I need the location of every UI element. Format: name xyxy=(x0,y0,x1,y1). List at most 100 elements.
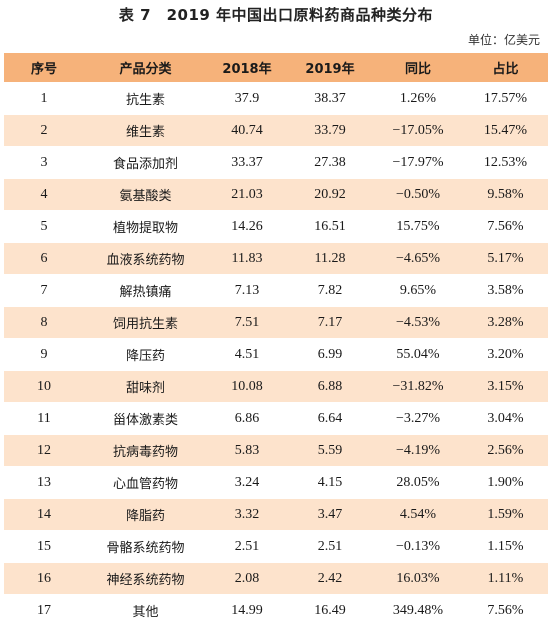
cell-category: 骨骼系统药物 xyxy=(84,530,207,563)
cell-2019: 7.17 xyxy=(287,306,373,339)
cell-no: 8 xyxy=(4,306,84,339)
cell-yoy: −4.65% xyxy=(373,242,463,275)
cell-share: 7.56% xyxy=(463,594,548,627)
table-row: 15 骨骼系统药物 2.51 2.51 −0.13% 1.15% xyxy=(4,530,548,563)
cell-category: 降压药 xyxy=(84,338,207,371)
cell-share: 3.28% xyxy=(463,306,548,339)
table-row: 4 氨基酸类 21.03 20.92 −0.50% 9.58% xyxy=(4,178,548,211)
header-category: 产品分类 xyxy=(84,53,207,83)
cell-no: 7 xyxy=(4,274,84,307)
cell-share: 3.04% xyxy=(463,402,548,435)
table-row: 14 降脂药 3.32 3.47 4.54% 1.59% xyxy=(4,498,548,531)
cell-category: 饲用抗生素 xyxy=(84,306,207,339)
cell-yoy: −0.13% xyxy=(373,530,463,563)
header-yoy: 同比 xyxy=(373,53,463,83)
cell-share: 7.56% xyxy=(463,210,548,243)
cell-no: 9 xyxy=(4,338,84,371)
cell-category: 心血管药物 xyxy=(84,466,207,499)
cell-2019: 38.37 xyxy=(287,82,373,115)
table-row: 13 心血管药物 3.24 4.15 28.05% 1.90% xyxy=(4,466,548,499)
table-title: 表 7 2019 年中国出口原料药商品种类分布 xyxy=(118,6,434,24)
cell-2019: 27.38 xyxy=(287,146,373,179)
cell-2018: 7.51 xyxy=(207,306,287,339)
cell-category: 甜味剂 xyxy=(84,370,207,403)
cell-2019: 16.51 xyxy=(287,210,373,243)
cell-no: 4 xyxy=(4,178,84,211)
table-row: 6 血液系统药物 11.83 11.28 −4.65% 5.17% xyxy=(4,242,548,275)
cell-2018: 40.74 xyxy=(207,114,287,147)
export-category-table: 序号 产品分类 2018年 2019年 同比 占比 1 抗生素 37.9 38.37 1… xyxy=(4,53,548,627)
cell-share: 12.53% xyxy=(463,146,548,179)
header-no: 序号 xyxy=(4,53,84,83)
cell-no: 1 xyxy=(4,82,84,115)
cell-yoy: −4.53% xyxy=(373,306,463,339)
cell-2018: 10.08 xyxy=(207,370,287,403)
cell-yoy: 9.65% xyxy=(373,274,463,307)
cell-2018: 2.51 xyxy=(207,530,287,563)
cell-category: 解热镇痛 xyxy=(84,274,207,307)
cell-no: 6 xyxy=(4,242,84,275)
table-row: 10 甜味剂 10.08 6.88 −31.82% 3.15% xyxy=(4,370,548,403)
cell-share: 1.90% xyxy=(463,466,548,499)
table-row: 9 降压药 4.51 6.99 55.04% 3.20% xyxy=(4,338,548,371)
cell-2018: 4.51 xyxy=(207,338,287,371)
cell-2019: 7.82 xyxy=(287,274,373,307)
cell-no: 5 xyxy=(4,210,84,243)
table-row: 5 植物提取物 14.26 16.51 15.75% 7.56% xyxy=(4,210,548,243)
cell-no: 2 xyxy=(4,114,84,147)
cell-2019: 3.47 xyxy=(287,498,373,531)
table-header-row: 序号 产品分类 2018年 2019年 同比 占比 xyxy=(4,53,548,83)
cell-category: 植物提取物 xyxy=(84,210,207,243)
cell-2019: 33.79 xyxy=(287,114,373,147)
table-row: 8 饲用抗生素 7.51 7.17 −4.53% 3.28% xyxy=(4,306,548,339)
table-row: 12 抗病毒药物 5.83 5.59 −4.19% 2.56% xyxy=(4,434,548,467)
cell-2018: 6.86 xyxy=(207,402,287,435)
cell-no: 10 xyxy=(4,370,84,403)
cell-2019: 2.51 xyxy=(287,530,373,563)
cell-2019: 6.64 xyxy=(287,402,373,435)
cell-category: 抗生素 xyxy=(84,82,207,115)
cell-2018: 21.03 xyxy=(207,178,287,211)
cell-yoy: 16.03% xyxy=(373,562,463,595)
cell-2018: 11.83 xyxy=(207,242,287,275)
header-share: 占比 xyxy=(463,53,548,83)
cell-category: 其他 xyxy=(84,594,207,627)
cell-category: 神经系统药物 xyxy=(84,562,207,595)
cell-yoy: −31.82% xyxy=(373,370,463,403)
cell-yoy: −17.97% xyxy=(373,146,463,179)
cell-yoy: 55.04% xyxy=(373,338,463,371)
cell-2019: 4.15 xyxy=(287,466,373,499)
cell-2019: 6.88 xyxy=(287,370,373,403)
cell-no: 14 xyxy=(4,498,84,531)
cell-yoy: 1.26% xyxy=(373,82,463,115)
cell-share: 17.57% xyxy=(463,82,548,115)
cell-2019: 16.49 xyxy=(287,594,373,627)
cell-no: 11 xyxy=(4,402,84,435)
table-row: 3 食品添加剂 33.37 27.38 −17.97% 12.53% xyxy=(4,146,548,179)
cell-2018: 7.13 xyxy=(207,274,287,307)
cell-category: 维生素 xyxy=(84,114,207,147)
table-row: 1 抗生素 37.9 38.37 1.26% 17.57% xyxy=(4,82,548,115)
unit-label: 单位：亿美元 xyxy=(467,33,540,47)
cell-yoy: −0.50% xyxy=(373,178,463,211)
cell-share: 2.56% xyxy=(463,434,548,467)
cell-share: 1.11% xyxy=(463,562,548,595)
table-row: 17 其他 14.99 16.49 349.48% 7.56% xyxy=(4,594,548,627)
cell-yoy: 349.48% xyxy=(373,594,463,627)
cell-2018: 5.83 xyxy=(207,434,287,467)
cell-yoy: 28.05% xyxy=(373,466,463,499)
cell-yoy: 4.54% xyxy=(373,498,463,531)
cell-2018: 2.08 xyxy=(207,562,287,595)
cell-no: 17 xyxy=(4,594,84,627)
cell-share: 1.59% xyxy=(463,498,548,531)
cell-no: 12 xyxy=(4,434,84,467)
cell-share: 1.15% xyxy=(463,530,548,563)
cell-share: 3.58% xyxy=(463,274,548,307)
cell-yoy: −4.19% xyxy=(373,434,463,467)
cell-2019: 11.28 xyxy=(287,242,373,275)
header-2019: 2019年 xyxy=(287,53,373,83)
cell-share: 3.15% xyxy=(463,370,548,403)
cell-2018: 3.24 xyxy=(207,466,287,499)
cell-no: 3 xyxy=(4,146,84,179)
cell-category: 血液系统药物 xyxy=(84,242,207,275)
